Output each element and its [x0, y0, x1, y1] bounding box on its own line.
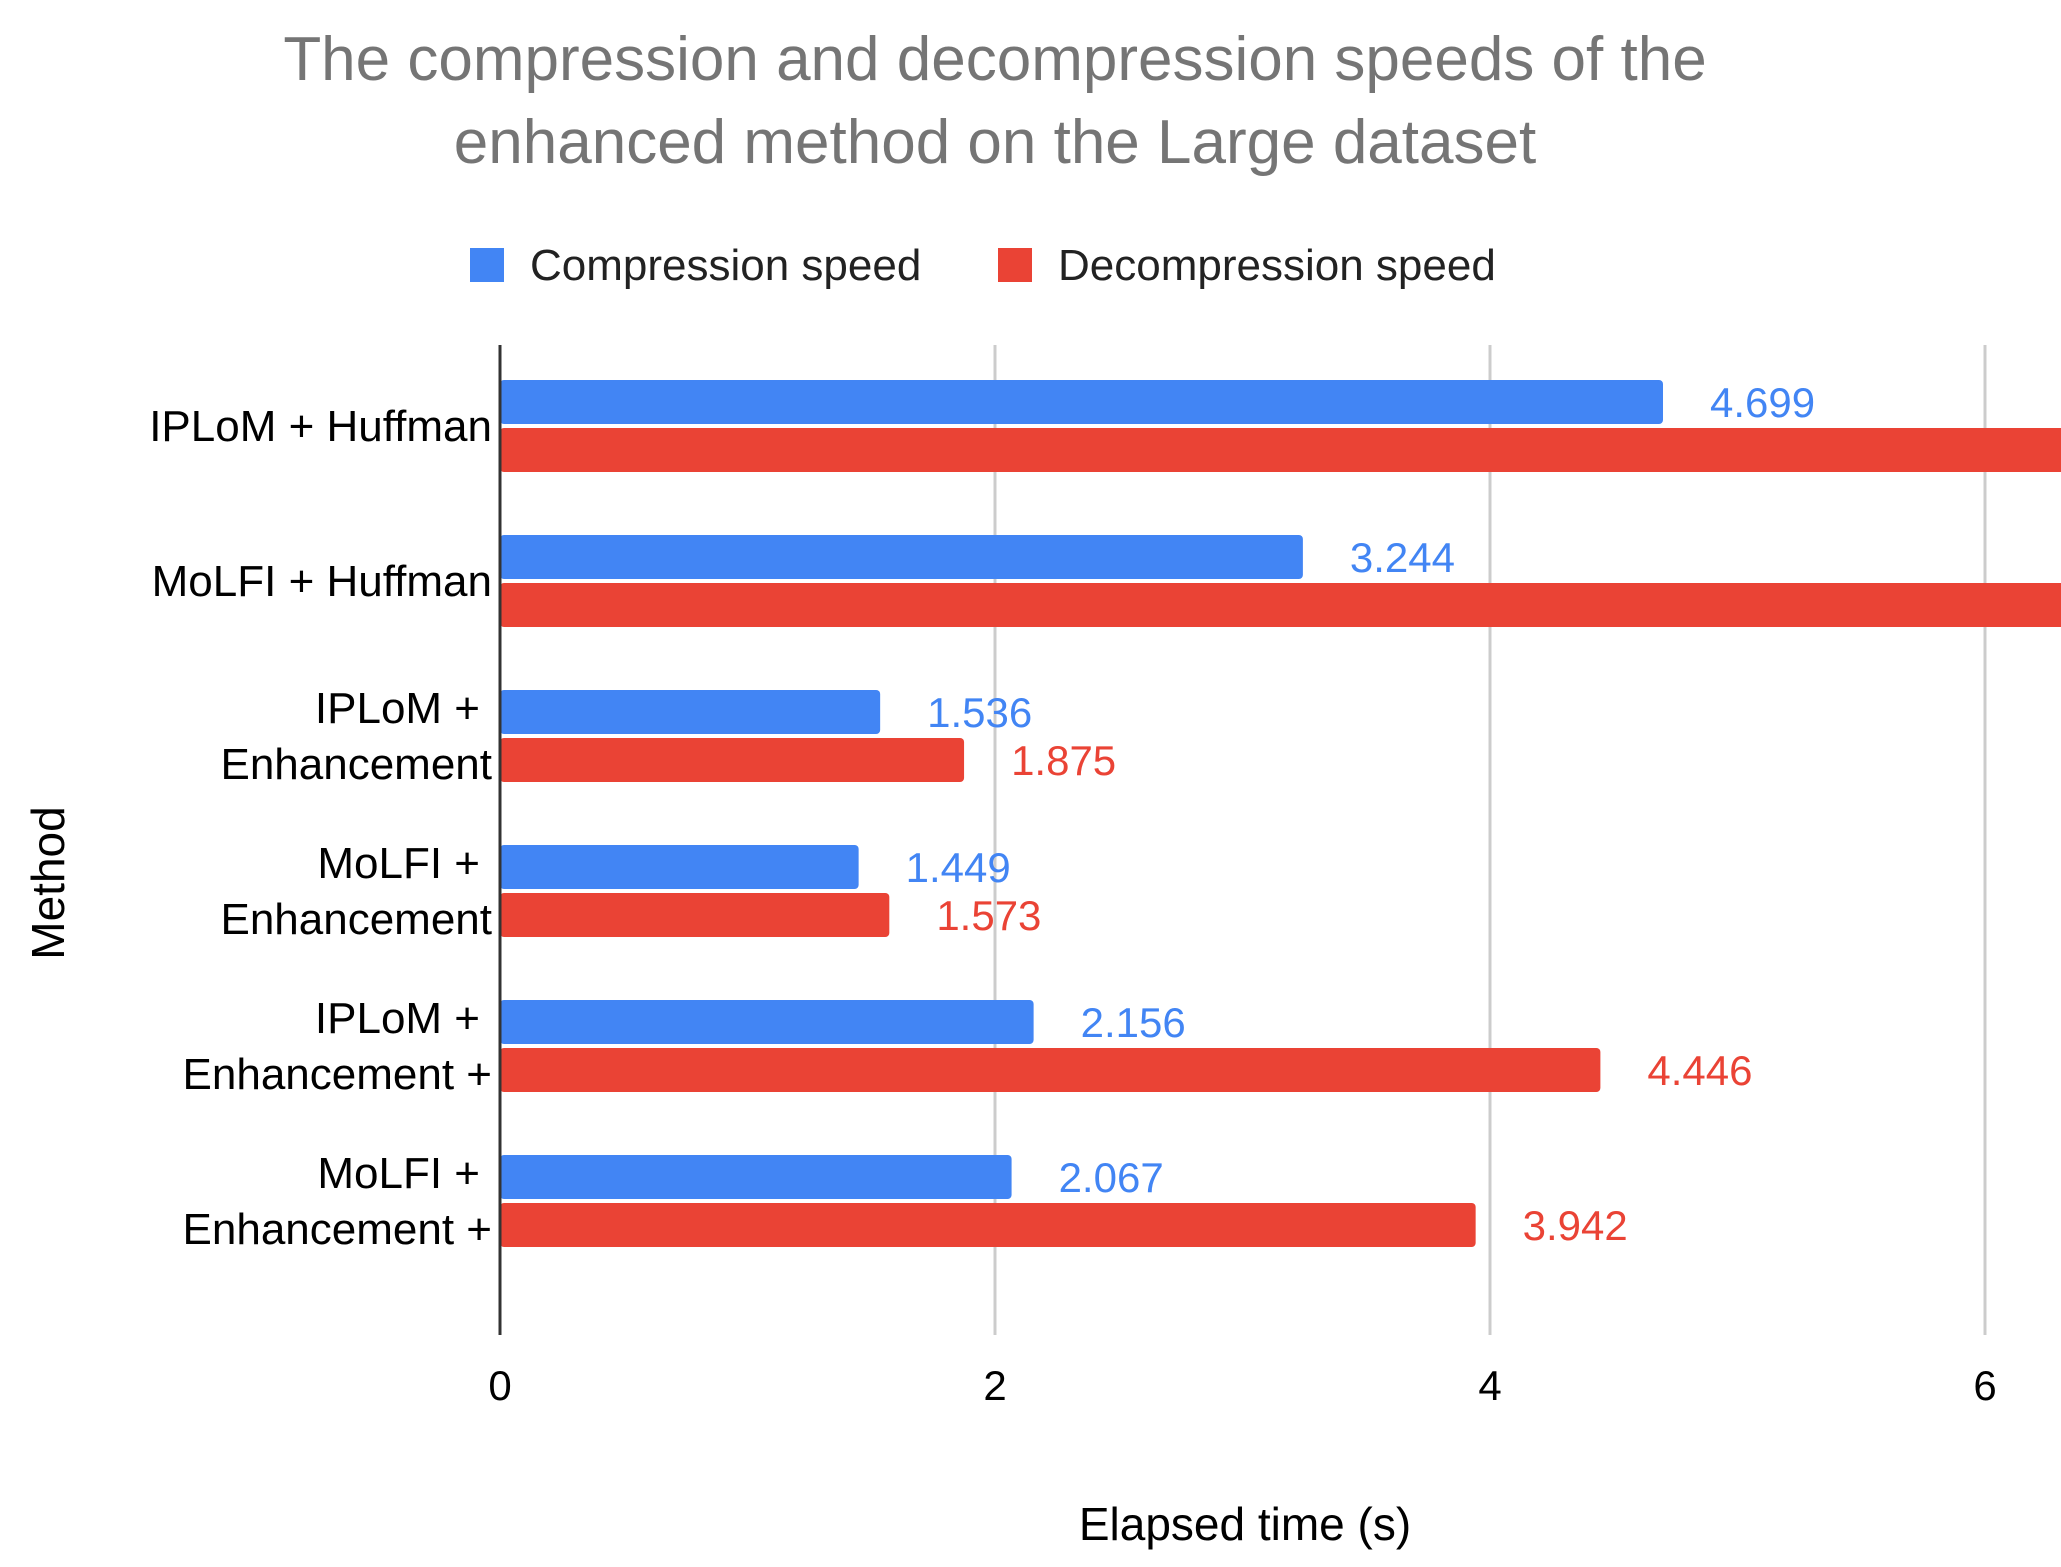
- category-label: MoLFI + Huffman: [152, 557, 492, 606]
- category-label: IPLoM + Huffman: [149, 402, 492, 451]
- legend-label: Compression speed: [530, 241, 921, 290]
- category-label: MoLFI +: [317, 839, 480, 888]
- category-label: IPLoM +: [315, 684, 480, 733]
- legend-label: Decompression speed: [1058, 241, 1496, 290]
- chart-title-line: enhanced method on the Large dataset: [454, 108, 1536, 177]
- decompression-bar: [500, 428, 2061, 472]
- data-label: 1.875: [1011, 737, 1116, 784]
- data-label: 3.942: [1523, 1202, 1628, 1249]
- compression-bar: [500, 845, 859, 889]
- data-label: 2.156: [1081, 999, 1186, 1046]
- chart-title-line: The compression and decompression speeds…: [283, 25, 1706, 94]
- x-axis-title: Elapsed time (s): [1079, 1498, 1411, 1550]
- compression-bar: [500, 690, 881, 734]
- y-axis-title: Method: [22, 806, 74, 959]
- compression-bar: [500, 1155, 1012, 1199]
- decompression-bar: [500, 583, 2061, 627]
- legend: Compression speed Decompression speed: [470, 241, 1496, 290]
- x-tick-labels: 024681012: [488, 1362, 1996, 1409]
- legend-swatch: [470, 248, 504, 282]
- decompression-bar: [500, 893, 890, 937]
- data-label: 1.536: [927, 689, 1032, 736]
- category-labels: IPLoM + Huffman MoLFI + Huffman IPLoM + Enh…: [149, 402, 492, 1254]
- data-label: 3.244: [1350, 534, 1455, 581]
- data-label: 1.573: [936, 892, 1041, 939]
- decompression-bar: [500, 1048, 1601, 1092]
- legend-swatch: [998, 248, 1032, 282]
- data-label: 1.449: [906, 844, 1011, 891]
- category-label: IPLoM +: [315, 994, 480, 1043]
- x-tick-label: 0: [488, 1362, 511, 1409]
- x-tick-label: 6: [1973, 1362, 1996, 1409]
- decompression-bar: [500, 738, 965, 782]
- bars: [500, 380, 2061, 1247]
- chart-title: The compression and decompression speeds…: [283, 25, 1706, 177]
- data-labels: 4.69911.1443.2449.8451.5361.8751.4491.57…: [906, 379, 1815, 1249]
- category-label: Enhancement +: [183, 1050, 492, 1099]
- data-label: 4.446: [1647, 1047, 1752, 1094]
- decompression-bar: [500, 1203, 1476, 1247]
- compression-bar: [500, 380, 1664, 424]
- x-tick-label: 2: [983, 1362, 1006, 1409]
- compression-bar: [500, 1000, 1034, 1044]
- category-label: MoLFI +: [317, 1149, 480, 1198]
- category-label: Enhancement: [220, 740, 492, 789]
- category-label: Enhancement: [220, 895, 492, 944]
- data-label: 4.699: [1710, 379, 1815, 426]
- x-tick-label: 4: [1478, 1362, 1501, 1409]
- data-label: 2.067: [1059, 1154, 1164, 1201]
- compression-bar: [500, 535, 1303, 579]
- category-label: Enhancement +: [183, 1205, 492, 1254]
